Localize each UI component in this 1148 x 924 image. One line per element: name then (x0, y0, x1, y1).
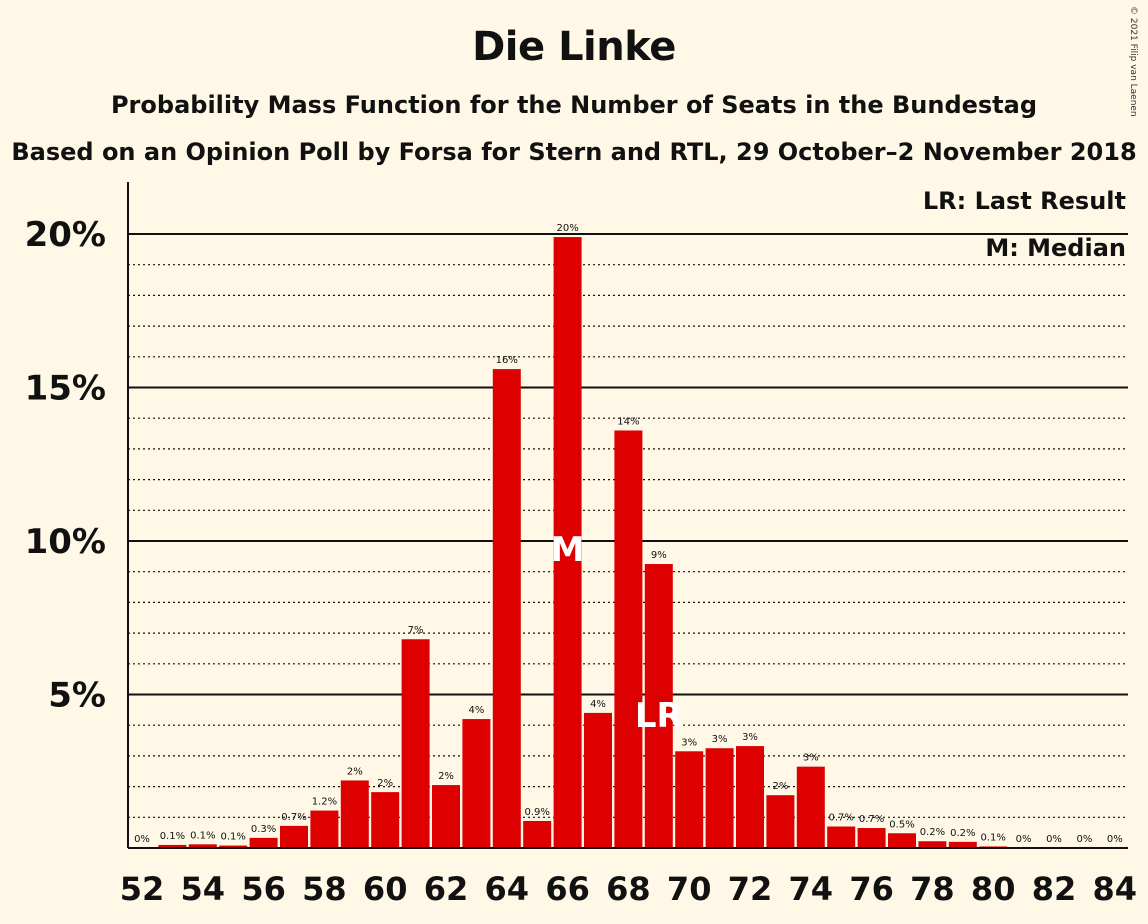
bar (371, 792, 400, 848)
legend: LR: Last Result M: Median (923, 187, 1126, 262)
bar-value-label: 0% (1046, 834, 1062, 845)
axes (127, 182, 1128, 849)
bar (948, 841, 977, 848)
bar-value-label: 2% (377, 778, 393, 789)
legend-entry: LR: Last Result (923, 187, 1126, 215)
bar (614, 430, 643, 848)
bar (219, 845, 248, 848)
bar-value-label: 0% (134, 834, 150, 845)
bar (705, 748, 734, 848)
x-tick-label: 82 (1032, 870, 1077, 908)
legend-entry: M: Median (985, 234, 1126, 262)
x-tick-label: 66 (545, 870, 590, 908)
bar (158, 844, 187, 848)
bar-value-label: 0% (1107, 834, 1123, 845)
chart-source-subtitle: Based on an Opinion Poll by Forsa for St… (11, 138, 1137, 166)
bar-value-label: 0.2% (920, 827, 945, 838)
bar-value-label: 0.7% (859, 814, 884, 825)
x-tick-label: 80 (971, 870, 1016, 908)
bar-value-label: 0.1% (980, 832, 1005, 843)
x-tick-label: 84 (1093, 870, 1138, 908)
tick-labels: 5% 10% 15% 20% 52 54 56 58 60 62 64 66 68 70 72 74 76 78 8… (25, 215, 1137, 908)
bar-value-label: 3% (803, 753, 819, 764)
x-tick-label: 76 (849, 870, 894, 908)
x-tick-label: 54 (181, 870, 226, 908)
bar-value-label: 0% (1076, 834, 1092, 845)
bar (584, 712, 612, 848)
bar-value-label: 9% (651, 550, 667, 561)
bar-value-label: 2% (347, 766, 363, 777)
median-marker: M (551, 530, 585, 570)
bar (188, 844, 217, 848)
bar (736, 746, 764, 848)
bar-series (158, 237, 1008, 848)
bar (553, 237, 582, 848)
chart-subtitle: Probability Mass Function for the Number… (110, 91, 1038, 119)
bar-value-label: 0.1% (190, 830, 215, 841)
bar (796, 766, 825, 848)
bar-value-label: 0.9% (524, 807, 549, 818)
bar (280, 825, 308, 848)
bar-value-label: 0.7% (828, 813, 853, 824)
bar (644, 564, 673, 848)
bar (310, 810, 339, 848)
bar-value-label: 2% (772, 781, 788, 792)
y-tick-label: 5% (48, 676, 106, 716)
bar-value-label: 0.1% (220, 832, 245, 843)
bar-value-label: 16% (496, 355, 518, 366)
x-tick-label: 72 (728, 870, 773, 908)
bar (462, 719, 491, 848)
bar (857, 828, 886, 848)
x-tick-label: 58 (302, 870, 347, 908)
x-tick-label: 64 (485, 870, 530, 908)
x-tick-label: 70 (667, 870, 712, 908)
last-result-marker: LR (635, 696, 683, 736)
bar (523, 820, 552, 848)
bar-value-label: 4% (590, 699, 606, 710)
y-tick-label: 10% (25, 522, 106, 562)
y-tick-label: 15% (25, 369, 106, 409)
bar-value-label: 0.3% (251, 824, 276, 835)
bar-value-label: 0% (1016, 834, 1032, 845)
bar-value-label: 1.2% (312, 797, 337, 808)
x-tick-label: 62 (424, 870, 469, 908)
bar (888, 833, 916, 848)
x-tick-label: 52 (120, 870, 165, 908)
bar (249, 837, 278, 848)
bar (340, 780, 369, 848)
bar-value-label: 3% (712, 734, 728, 745)
x-tick-label: 56 (241, 870, 286, 908)
bar-value-label: 4% (468, 705, 484, 716)
bar-value-label: 7% (408, 625, 424, 636)
bar (918, 841, 947, 848)
bar (675, 751, 704, 848)
bar-value-label: 0.5% (889, 819, 914, 830)
bar (401, 639, 430, 848)
value-labels: 0% 0.1% 0.1% 0.1% 0.3% 0.7% 1.2% 2% 2% 7% 2% 4% 16% 0… (134, 223, 1123, 845)
bar-value-label: 0.2% (950, 828, 975, 839)
bar-value-label: 3% (681, 737, 697, 748)
y-tick-label: 20% (25, 215, 106, 255)
bar-value-label: 2% (438, 771, 454, 782)
x-tick-label: 68 (606, 870, 651, 908)
bar-markers: M LR (551, 530, 683, 736)
bar (827, 826, 856, 848)
bar-value-label: 20% (556, 223, 578, 234)
chart-title: Die Linke (472, 24, 676, 70)
x-tick-label: 78 (910, 870, 955, 908)
x-tick-label: 60 (363, 870, 408, 908)
bar-value-label: 0.7% (281, 812, 306, 823)
bar (432, 785, 460, 848)
bar (766, 795, 795, 848)
bar-value-label: 14% (617, 416, 639, 427)
bar (492, 369, 521, 848)
x-tick-label: 74 (789, 870, 834, 908)
bar-value-label: 0.1% (160, 831, 185, 842)
bar-value-label: 3% (742, 732, 758, 743)
